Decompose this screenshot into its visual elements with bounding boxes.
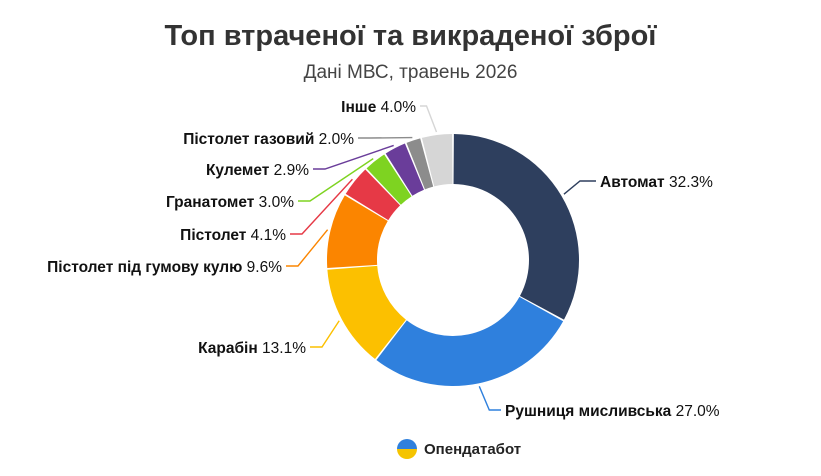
slice-label: Гранатомет 3.0% <box>166 194 294 211</box>
slice-label-name: Рушниця мисливська <box>505 403 672 420</box>
donut-slice <box>327 265 406 359</box>
slice-label: Пістолет 4.1% <box>180 227 286 244</box>
slice-label-value: 2.0% <box>314 131 354 148</box>
slice-label-name: Пістолет <box>180 227 247 244</box>
slice-label: Пістолет газовий 2.0% <box>183 131 354 148</box>
slice-label: Автомат 32.3% <box>600 174 713 191</box>
brand-name: Опендатабот <box>424 440 522 458</box>
slice-label-name: Автомат <box>600 174 665 191</box>
leader-line <box>286 229 329 267</box>
slice-label: Карабін 13.1% <box>198 340 306 357</box>
slice-label: Інше 4.0% <box>341 99 416 116</box>
slice-label-value: 3.0% <box>254 194 294 211</box>
slice-label-name: Пістолет газовий <box>183 131 314 148</box>
slice-label: Кулемет 2.9% <box>206 162 309 179</box>
slice-label: Пістолет під гумову кулю 9.6% <box>47 259 282 276</box>
chart-subtitle: Дані МВС, травень 2026 <box>303 62 518 83</box>
slice-label-value: 32.3% <box>665 174 713 191</box>
slice-label-value: 9.6% <box>242 259 282 276</box>
leader-line <box>298 158 374 202</box>
donut-slice <box>385 143 424 196</box>
slice-label-name: Гранатомет <box>166 194 255 211</box>
slice-label-value: 4.0% <box>376 99 416 116</box>
donut-slice <box>327 195 388 269</box>
slice-label-name: Пістолет під гумову кулю <box>47 259 242 276</box>
slice-label-name: Кулемет <box>206 162 270 179</box>
slice-label-value: 4.1% <box>246 227 286 244</box>
brand: Опендатабот <box>396 438 521 460</box>
slice-label-value: 27.0% <box>671 403 719 420</box>
leader-line <box>478 386 501 411</box>
donut-slice <box>366 154 412 205</box>
leader-line <box>290 178 353 235</box>
slice-label-name: Інше <box>341 99 377 116</box>
slice-label-value: 2.9% <box>269 162 309 179</box>
slice-label-value: 13.1% <box>258 340 306 357</box>
donut-slice <box>376 296 564 387</box>
slice-label-name: Карабін <box>198 340 258 357</box>
slice-label: Рушниця мисливська 27.0% <box>505 403 720 420</box>
donut-slice <box>453 134 579 320</box>
leader-line <box>310 320 340 348</box>
leader-line <box>420 105 438 133</box>
leader-line <box>563 180 596 195</box>
donut-slice <box>345 169 401 221</box>
donut-slice <box>421 134 453 187</box>
donut-slice <box>406 138 434 190</box>
chart-title: Топ втраченої та викраденої зброї <box>164 20 657 52</box>
opendatabot-logo-icon <box>397 439 417 459</box>
leader-line <box>313 144 394 170</box>
